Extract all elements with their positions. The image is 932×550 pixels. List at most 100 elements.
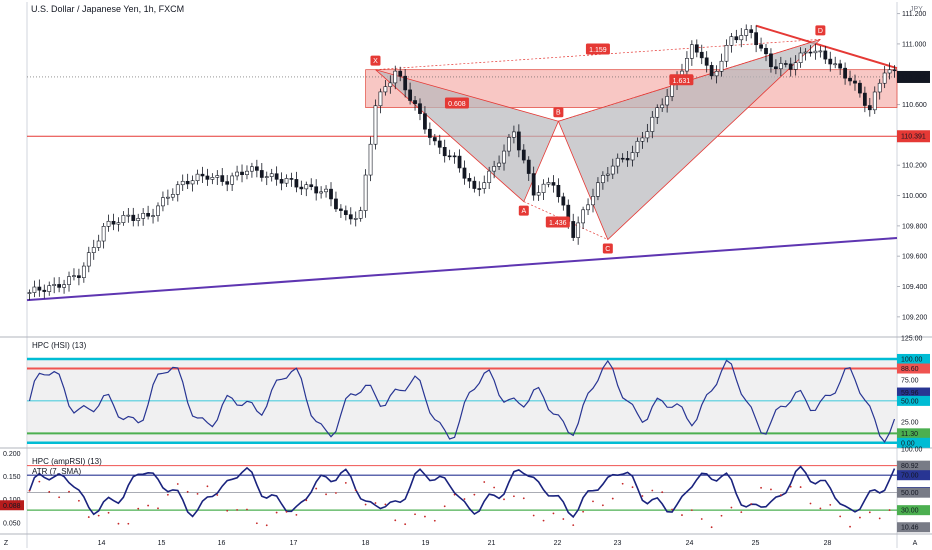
amp-level-badge [897,460,930,471]
candle-body [393,70,398,84]
candle-body [754,32,759,46]
price-label-bg [897,70,930,83]
candle-body [319,191,324,194]
candle-body [561,196,566,206]
candle-body [96,240,101,248]
candle-body [378,91,383,107]
pattern-point-badge [370,55,381,66]
candle-body [848,77,852,82]
atr-dot [681,514,683,516]
candle-body [467,177,472,182]
atr-dot [137,507,140,510]
candle-body [339,208,343,211]
candle-body [714,71,719,77]
candle-body [625,158,630,161]
candle-body [719,60,724,72]
candle-body [694,44,699,53]
candle-body [640,137,645,142]
candle-body [180,180,185,186]
atr-dot [394,519,397,522]
candle-body [309,184,314,188]
candle-body [284,178,289,184]
date-tick-label: 19 [422,540,430,547]
date-tick-label: 25 [752,540,760,547]
candle-body [774,66,778,70]
price-tick-label: 110.000 [902,193,927,200]
price-tick-label: 111.000 [902,41,926,48]
candle-body [210,177,215,180]
candle-body [699,51,704,59]
amp-level-badge [897,505,930,516]
candle-body [111,220,116,225]
hsi-level-badge [897,437,930,448]
candle-body [556,184,561,198]
hsi-line [28,359,896,443]
candle-body [591,196,595,206]
atr-indicator-title: ATR (7, SMA) [32,467,82,476]
candle-body [769,53,773,68]
candle-body [126,214,131,217]
ratio-badge [545,216,570,228]
atr-dot [829,503,832,506]
pattern-point-badge [815,25,826,36]
candle-body [546,182,551,185]
atr-dot [522,497,525,500]
candle-body [858,82,862,94]
atr-dot [562,518,565,520]
candle-body [304,184,309,190]
candle-body [101,226,106,242]
candle-body [106,220,111,227]
atr-dot [147,504,150,507]
candle-body [37,286,42,291]
atr-dot [453,493,456,496]
candle-body [279,179,284,184]
pattern-triangle-xab [375,69,559,203]
candle-body [833,63,838,66]
amprsi-indicator-title: HPC (ampRSI) (13) [32,457,102,466]
candle-body [655,107,660,118]
atr-dot [78,499,80,502]
candle-body [635,140,640,153]
atr-value-badge [0,500,24,511]
candle-body [343,210,348,215]
amp-level-badge [897,470,930,481]
atr-dot [166,493,169,496]
pattern-point-label: D [818,28,823,35]
price-tick-label: 109.400 [902,284,927,291]
candle-body [818,50,823,53]
hsi-level-badge [897,387,930,398]
atr-dot [226,509,229,512]
hsi-level-label: 59.96 [901,390,919,397]
candle-body [32,286,37,293]
candle-body [670,83,674,97]
amp-level-label: 30.00 [901,508,919,515]
candle-body [383,86,388,93]
pattern-point-label: B [556,110,561,117]
atr-dot [285,510,288,513]
candle-body [185,180,190,185]
hsi-tick-label: 75.00 [901,377,919,384]
candle-body [477,188,482,190]
candle-body [289,178,294,180]
price-tick-label: 111.200 [902,11,926,18]
candle-body [314,186,319,194]
atr-dot [48,490,51,493]
candle-body [175,184,180,195]
candle-body [526,159,531,174]
candle-body [77,275,81,278]
candle-body [42,289,47,292]
candle-body [225,181,230,185]
candle-body [442,147,447,157]
candle-body [729,36,734,46]
amp-level-badge [897,487,930,498]
candle-body [329,188,333,200]
atr-dot [127,522,130,525]
atr-dot [295,513,298,516]
candle-body [200,173,205,177]
candle-body [86,252,91,267]
atr-dot [315,487,318,490]
price-label-text: 110.391 [901,134,926,141]
ratio-badge [669,74,694,86]
candle-body [131,214,136,221]
candle-body [531,173,536,196]
